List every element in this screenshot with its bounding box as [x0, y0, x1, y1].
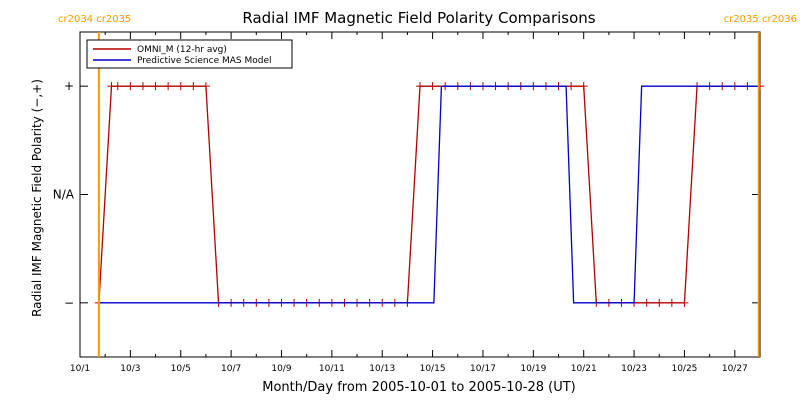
x-tick-label: 10/3 — [120, 364, 140, 374]
legend-entry: Predictive Science MAS Model — [137, 56, 272, 66]
y-axis-label: Radial IMF Magnetic Field Polarity (−,+) — [30, 79, 44, 317]
chart-title: Radial IMF Magnetic Field Polarity Compa… — [242, 9, 595, 27]
legend: OMNI_M (12-hr avg)Predictive Science MAS… — [86, 39, 293, 69]
x-tick-label: 10/21 — [571, 364, 597, 374]
x-tick-label: 10/11 — [319, 364, 345, 374]
x-tick-label: 10/19 — [520, 364, 546, 374]
data-point — [176, 82, 185, 91]
x-tick-label: 10/7 — [221, 364, 241, 374]
data-point — [113, 82, 122, 91]
rotation-markers: cr2034 cr2035 cr2035 cr2036 — [58, 14, 797, 357]
x-tick-label: 10/15 — [420, 364, 446, 374]
data-point — [126, 82, 135, 91]
x-tick-label: 10/5 — [171, 364, 191, 374]
x-tick-label: 10/17 — [470, 364, 496, 374]
x-tick-label: 10/9 — [271, 364, 291, 374]
series-line-1 — [98, 85, 760, 304]
data-point — [416, 82, 424, 91]
data-point — [164, 82, 173, 91]
y-tick-label: − — [64, 296, 74, 310]
y-tick-label: + — [64, 79, 74, 93]
data-point — [201, 82, 210, 91]
x-axis-label: Month/Day from 2005-10-01 to 2005-10-28 … — [262, 380, 575, 395]
y-tick-label: N/A — [53, 188, 75, 202]
data-point — [667, 298, 676, 307]
legend-entry: OMNI_M (12-hr avg) — [137, 45, 227, 55]
data-point — [579, 82, 588, 91]
x-tick-label: 10/13 — [369, 364, 395, 374]
series-layer — [94, 82, 764, 307]
data-point — [680, 298, 689, 307]
legend-box — [86, 39, 293, 69]
rotation-marker-label: cr2035 cr2036 — [724, 14, 797, 25]
data-point — [642, 298, 651, 307]
data-point — [151, 82, 160, 91]
data-point — [138, 82, 147, 91]
axes: 10/1 10/3 10/5 10/7 10/9 10/11 10/13 10/15 10/17… — [53, 32, 761, 374]
data-point — [655, 298, 664, 307]
x-tick-label: 10/1 — [70, 364, 90, 374]
x-tick-label: 10/25 — [671, 364, 697, 374]
x-tick-label: 10/27 — [722, 364, 748, 374]
data-point — [428, 82, 437, 91]
data-point — [189, 82, 198, 91]
x-tick-label: 10/23 — [621, 364, 647, 374]
rotation-marker-label: cr2034 cr2035 — [58, 14, 131, 25]
data-point — [567, 82, 576, 91]
